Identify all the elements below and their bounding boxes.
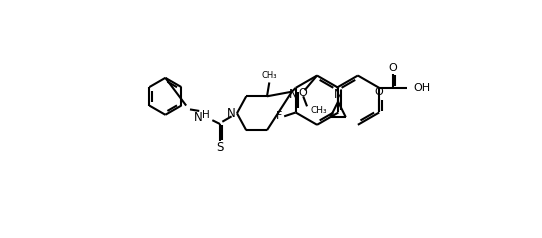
Text: F: F — [275, 111, 282, 121]
Text: OH: OH — [414, 83, 431, 93]
Text: S: S — [216, 141, 224, 154]
Text: N: N — [289, 88, 298, 100]
Text: H: H — [202, 110, 209, 120]
Text: CH₃: CH₃ — [262, 71, 277, 80]
Text: N: N — [227, 107, 235, 120]
Text: O: O — [375, 88, 384, 98]
Text: O: O — [299, 88, 307, 98]
Text: N: N — [334, 88, 343, 100]
Text: O: O — [389, 63, 397, 73]
Text: CH₃: CH₃ — [311, 106, 327, 115]
Text: N: N — [194, 111, 203, 124]
